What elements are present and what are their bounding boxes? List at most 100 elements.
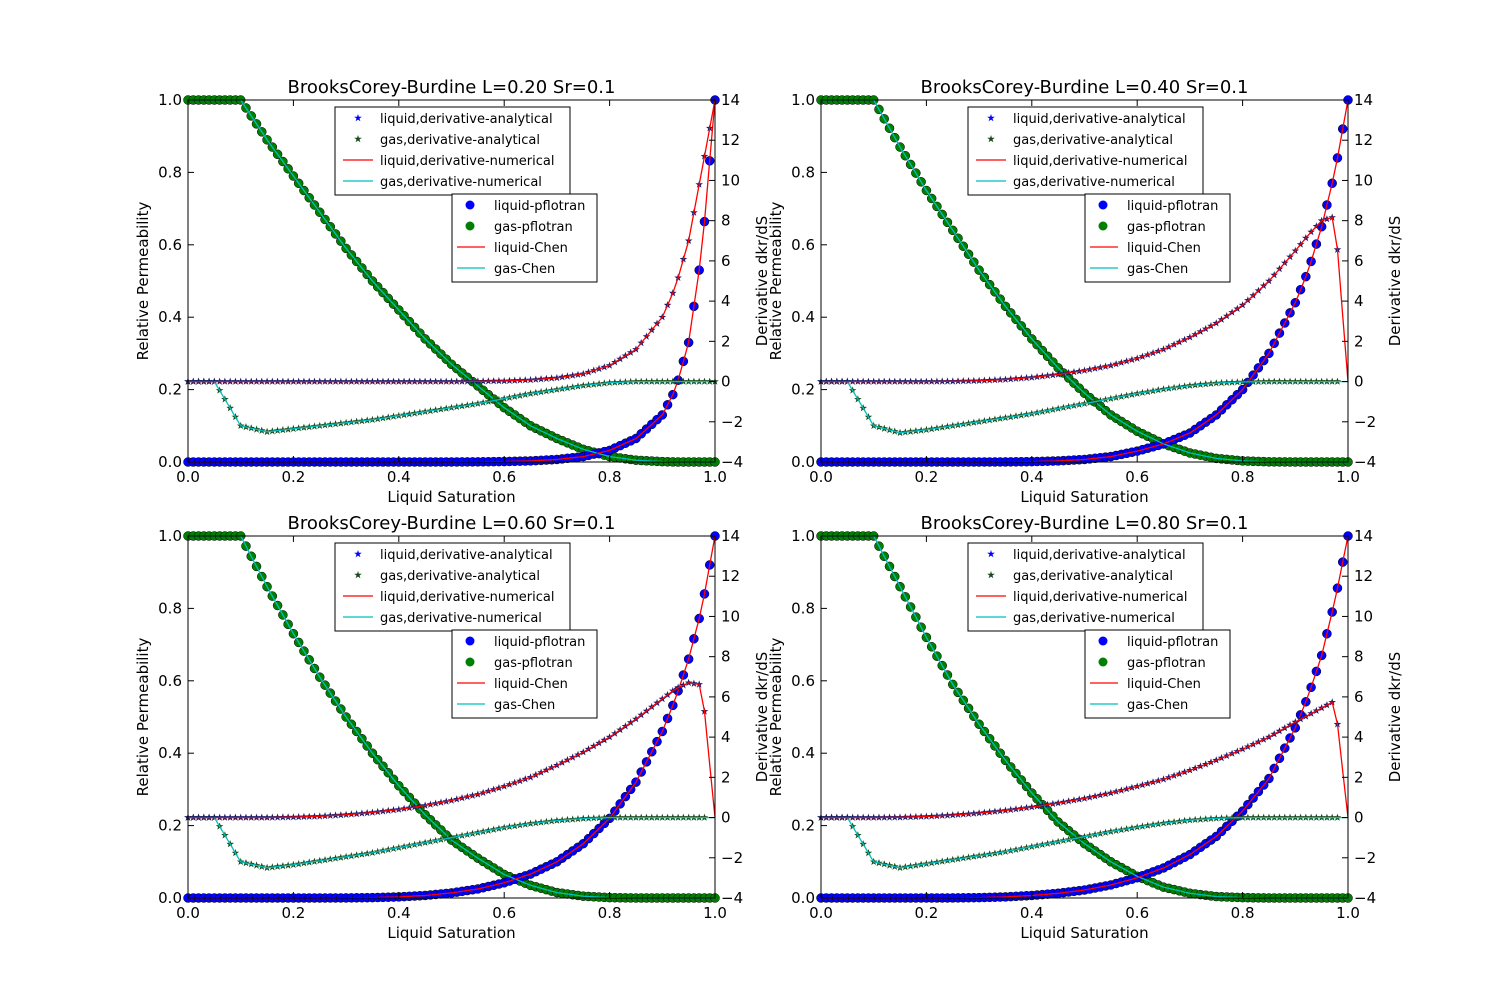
legend-derivative [967, 542, 1204, 632]
legend-label: gas-Chen [494, 262, 555, 277]
y-tick-label: 0.2 [158, 817, 182, 835]
plot-frame [187, 99, 716, 463]
y-tick-label: 1.0 [791, 527, 815, 545]
legend-dot-icon [465, 200, 475, 210]
y2-tick-label: 12 [1354, 567, 1373, 585]
y-tick-label: 1.0 [158, 527, 182, 545]
legend-label: liquid,derivative-analytical [1013, 548, 1186, 563]
liquid-derivative-numerical-line [188, 99, 716, 383]
legend-label: gas,derivative-analytical [380, 133, 540, 148]
y-tick-label: 0.4 [791, 744, 815, 762]
y2-tick-label: −4 [1354, 453, 1376, 471]
y-tick-label: 1.0 [158, 91, 182, 109]
y2-tick-label: 4 [721, 728, 731, 746]
y-tick-label: 0.6 [158, 236, 182, 254]
chart-title: BrooksCorey-Burdine L=0.80 Sr=0.1 [921, 513, 1249, 534]
chart-title: BrooksCorey-Burdine L=0.60 Sr=0.1 [288, 513, 616, 534]
legend-label: liquid-pflotran [494, 635, 585, 650]
x-tick-label: 0.4 [1020, 468, 1044, 486]
legend-dot-icon [1098, 200, 1108, 210]
y2-tick-label: 10 [1354, 171, 1373, 189]
x-tick-label: 1.0 [703, 468, 727, 486]
legend-permeability [451, 629, 598, 719]
legend-dot-icon [465, 221, 475, 231]
y2-tick-label: −2 [1354, 413, 1376, 431]
x-tick-label: 0.6 [1125, 468, 1149, 486]
legend-star-icon [354, 571, 362, 579]
y2-axis-label: Derivative dkr/dS [1386, 216, 1404, 347]
legend-star-icon [987, 571, 995, 579]
x-tick-label: 1.0 [1336, 904, 1360, 922]
legend-label: gas,derivative-numerical [380, 611, 542, 626]
gas-chen-line [188, 99, 715, 463]
legend-label: liquid,derivative-numerical [380, 154, 555, 169]
y2-tick-label: 8 [1354, 212, 1364, 230]
legend-label: gas,derivative-numerical [1013, 611, 1175, 626]
y2-tick-label: 14 [1354, 91, 1373, 109]
y-tick-label: 0.2 [791, 381, 815, 399]
plot-frame [820, 99, 1349, 463]
plot-frame [187, 535, 716, 899]
y2-tick-label: 4 [1354, 292, 1364, 310]
x-axis-label: Liquid Saturation [387, 924, 515, 942]
y2-tick-label: −4 [721, 889, 743, 907]
y-axis-label: Relative Permeability [134, 638, 152, 797]
y2-tick-label: 8 [721, 648, 731, 666]
y2-tick-label: 6 [721, 252, 731, 270]
x-tick-label: 0.2 [281, 468, 305, 486]
legend-label: liquid,derivative-numerical [1013, 590, 1188, 605]
x-tick-label: 0.0 [176, 468, 200, 486]
y-tick-label: 0.2 [158, 381, 182, 399]
y2-tick-label: 12 [721, 567, 740, 585]
liquid-derivative-numerical-line [821, 216, 1349, 383]
legend-permeability [1084, 629, 1231, 719]
legend-label: liquid-Chen [494, 677, 568, 692]
legend-label: gas-pflotran [1127, 656, 1206, 671]
gas-derivative-numerical-line [188, 816, 715, 869]
y-tick-label: 1.0 [791, 91, 815, 109]
y2-axis-label: Derivative dkr/dS [753, 216, 771, 347]
legend-label: gas,derivative-analytical [1013, 569, 1173, 584]
x-tick-label: 0.8 [598, 904, 622, 922]
legend-dot-icon [1098, 636, 1108, 646]
y-tick-label: 0.8 [791, 599, 815, 617]
legend-label: liquid-Chen [1127, 241, 1201, 256]
y2-tick-label: 10 [721, 607, 740, 625]
y2-tick-label: 4 [1354, 728, 1364, 746]
legend-label: gas,derivative-numerical [380, 175, 542, 190]
x-tick-label: 0.6 [492, 468, 516, 486]
legend-label: gas,derivative-analytical [380, 569, 540, 584]
y2-tick-label: 6 [721, 688, 731, 706]
legend-label: gas-Chen [1127, 262, 1188, 277]
plot-frame [820, 535, 1349, 899]
x-tick-label: 1.0 [1336, 468, 1360, 486]
chart-title: BrooksCorey-Burdine L=0.40 Sr=0.1 [921, 77, 1249, 98]
y2-tick-label: 0 [721, 809, 731, 827]
y2-tick-label: −2 [1354, 849, 1376, 867]
y2-tick-label: 14 [721, 527, 740, 545]
legend-permeability [451, 193, 598, 283]
legend-label: liquid,derivative-analytical [380, 112, 553, 127]
legend-label: liquid,derivative-analytical [1013, 112, 1186, 127]
y-tick-label: 0.4 [791, 308, 815, 326]
y-tick-label: 0.0 [158, 453, 182, 471]
liquid-derivative-numerical-line [821, 701, 1349, 819]
y2-tick-label: −2 [721, 413, 743, 431]
legend-label: liquid-pflotran [494, 199, 585, 214]
legend-label: gas,derivative-analytical [1013, 133, 1173, 148]
x-tick-label: 0.0 [176, 904, 200, 922]
legend-star-icon [354, 135, 362, 143]
legend-dot-icon [465, 636, 475, 646]
x-tick-label: 0.2 [281, 904, 305, 922]
y2-tick-label: 0 [1354, 809, 1364, 827]
y-tick-label: 0.4 [158, 744, 182, 762]
x-tick-label: 0.4 [1020, 904, 1044, 922]
y2-tick-label: 14 [721, 91, 740, 109]
subplot-4: BrooksCorey-Burdine L=0.80 Sr=0.1 0.0 0.2 0… [767, 513, 1404, 942]
y-tick-label: 0.6 [158, 672, 182, 690]
y2-tick-label: −4 [1354, 889, 1376, 907]
y2-tick-label: 0 [1354, 373, 1364, 391]
legend-star-icon [354, 550, 362, 558]
legend-label: liquid-pflotran [1127, 199, 1218, 214]
legend-star-icon [987, 550, 995, 558]
